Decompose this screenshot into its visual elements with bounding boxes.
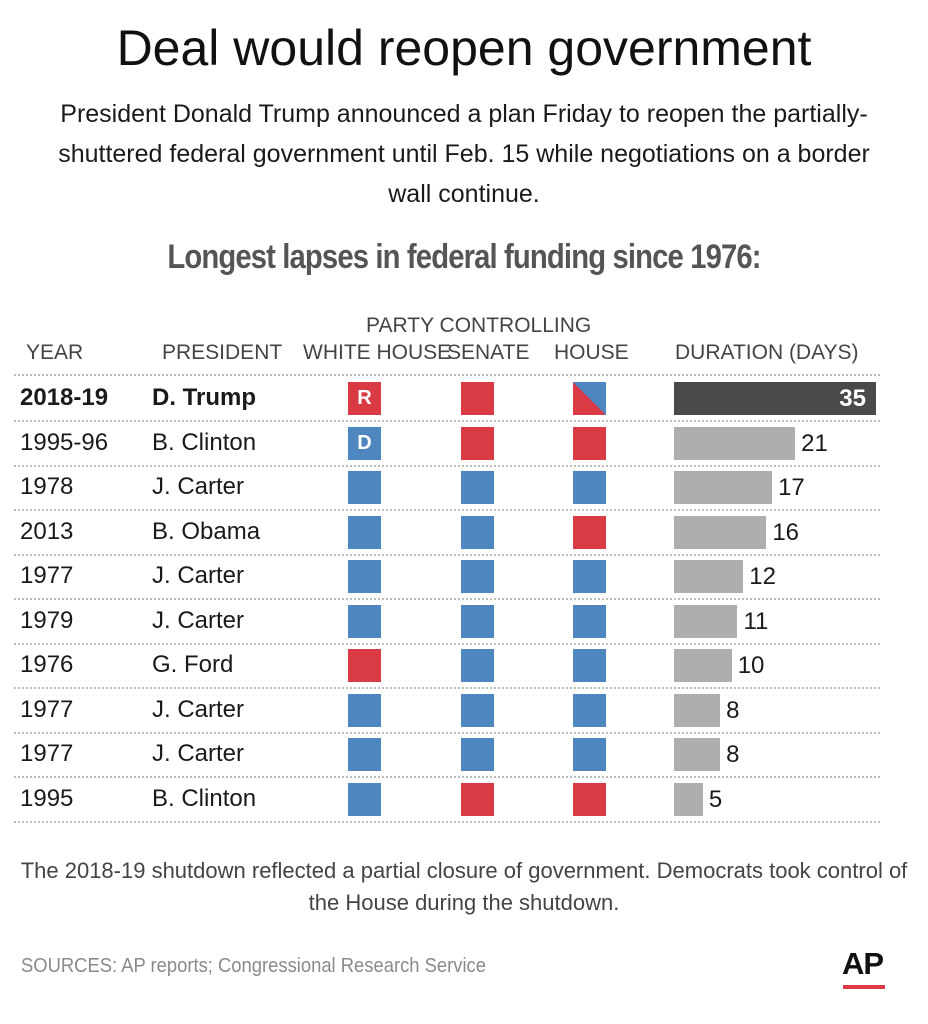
president-cell: J. Carter — [152, 740, 245, 767]
year-cell: 1977 — [20, 695, 74, 723]
house-party-square — [573, 649, 606, 682]
president-cell: G. Ford — [152, 651, 234, 678]
chart-title: Longest lapses in federal funding since … — [167, 238, 761, 276]
duration-bar — [674, 382, 876, 415]
duration-bar — [674, 471, 773, 504]
senate-party-square — [461, 649, 494, 682]
party-letter: R — [357, 387, 372, 409]
duration-bar — [674, 738, 721, 771]
house-party-square — [573, 471, 606, 504]
house-party-square — [573, 426, 606, 460]
year-cell: 2013 — [20, 517, 74, 545]
year-header: YEAR — [26, 341, 84, 364]
senate-party-square — [461, 738, 494, 771]
headline: Deal would reopen government — [116, 20, 812, 76]
source-credit: SOURCES: AP reports; Congressional Resea… — [21, 955, 486, 977]
year-cell: 1995 — [20, 784, 74, 812]
white-house-party-square: D — [348, 426, 381, 460]
white-house-party-square — [348, 782, 381, 816]
president-cell: B. Clinton — [152, 784, 257, 812]
president-cell: J. Carter — [152, 606, 245, 634]
white-house-party-square — [348, 515, 381, 549]
white-house-party-square: R — [348, 382, 381, 415]
party-controlling-label: PARTY CONTROLLING — [366, 314, 592, 337]
footnote: The 2018-19 shutdown reflected a partial… — [20, 858, 908, 915]
duration-label: 12 — [749, 563, 776, 590]
white-house-party-square — [348, 471, 381, 504]
ap-logo-rule — [843, 985, 885, 989]
white-house-party-square — [348, 693, 381, 727]
duration-bar — [674, 515, 767, 549]
row-divider — [14, 642, 880, 645]
white-house-party-square — [348, 649, 381, 682]
row-divider — [14, 687, 880, 689]
president-cell: B. Clinton — [152, 428, 257, 456]
president-header: PRESIDENT — [162, 341, 283, 364]
duration-label: 16 — [772, 518, 800, 546]
senate-header: SENATE — [447, 341, 530, 364]
duration-header: DURATION (DAYS) — [675, 341, 859, 364]
duration-bar — [674, 782, 703, 816]
house-party-square — [573, 693, 606, 727]
senate-party-square — [461, 782, 494, 816]
house-header: HOUSE — [554, 341, 629, 364]
year-cell: 1977 — [20, 562, 74, 589]
duration-bar — [674, 649, 732, 682]
senate-party-square — [461, 604, 494, 638]
senate-party-square — [461, 382, 494, 415]
white-house-party-square — [348, 738, 381, 771]
duration-label: 21 — [801, 429, 828, 457]
duration-label: 17 — [778, 474, 805, 501]
row-divider — [14, 420, 880, 422]
year-cell: 1995-96 — [20, 428, 109, 456]
senate-party-square — [461, 426, 494, 460]
duration-bar — [674, 604, 738, 638]
duration-bar — [674, 693, 721, 727]
row-divider — [14, 374, 880, 376]
house-party-square — [573, 782, 606, 816]
senate-party-square — [461, 471, 494, 504]
senate-party-square — [461, 560, 494, 593]
duration-label: 8 — [726, 741, 740, 768]
duration-label: 10 — [737, 652, 765, 679]
president-cell: D. Trump — [152, 384, 257, 411]
house-party-square — [573, 382, 606, 415]
row-divider — [14, 776, 880, 778]
dek: President Donald Trump announced a plan … — [58, 100, 870, 208]
white-house-header: WHITE HOUSE — [303, 341, 452, 364]
president-cell: J. Carter — [152, 562, 245, 589]
house-party-square — [573, 515, 606, 549]
party-letter: D — [357, 431, 372, 454]
row-divider — [14, 509, 880, 511]
house-party-square — [573, 604, 606, 638]
row-divider — [14, 731, 880, 734]
year-cell: 1977 — [20, 740, 74, 767]
president-cell: J. Carter — [152, 695, 245, 723]
white-house-party-square — [348, 604, 381, 638]
duration-bar — [674, 560, 744, 593]
row-divider — [14, 820, 880, 823]
duration-label: 11 — [743, 607, 769, 635]
duration-label: 8 — [726, 696, 740, 724]
duration-bar — [674, 426, 796, 460]
white-house-party-square — [348, 560, 381, 593]
year-cell: 2018-19 — [20, 384, 109, 411]
house-party-square — [573, 738, 606, 771]
row-divider — [14, 553, 880, 556]
row-divider — [14, 464, 880, 467]
president-cell: B. Obama — [152, 517, 261, 545]
year-cell: 1979 — [20, 606, 74, 634]
senate-party-square — [461, 693, 494, 727]
ap-logo: AP — [842, 946, 884, 981]
duration-label: 35 — [839, 385, 866, 412]
senate-party-square — [461, 515, 494, 549]
house-party-square — [573, 560, 606, 593]
president-cell: J. Carter — [152, 473, 245, 500]
row-divider — [14, 598, 880, 600]
duration-label: 5 — [708, 785, 723, 813]
year-cell: 1978 — [20, 473, 74, 500]
year-cell: 1976 — [20, 651, 74, 678]
